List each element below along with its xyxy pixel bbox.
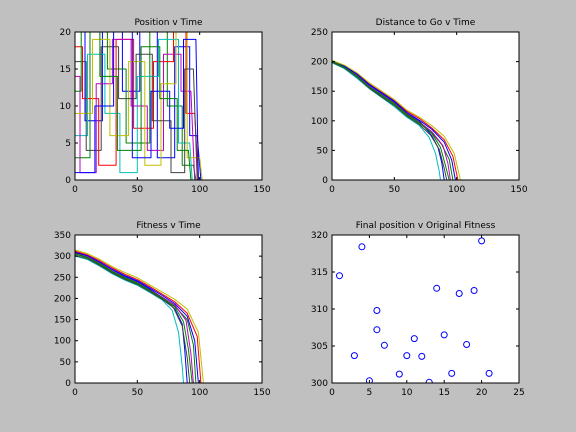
y-tick-label: 200 <box>54 294 71 304</box>
chart-title: Distance to Go v Time <box>376 18 476 28</box>
axes-frame <box>331 31 520 181</box>
data-point-8 <box>395 370 403 378</box>
series-line-8 <box>75 32 199 180</box>
y-tick-label: 300 <box>54 252 71 262</box>
y-tick-label: 100 <box>54 337 71 347</box>
series-line-4 <box>332 62 441 180</box>
series-line-3 <box>75 32 199 180</box>
plot-area <box>332 235 519 383</box>
y-tick-label: 320 <box>311 231 328 241</box>
data-point-4 <box>365 377 373 383</box>
y-tick-label: 310 <box>311 305 328 315</box>
series-line-6 <box>75 249 204 383</box>
data-point-7 <box>380 341 388 349</box>
subplot-4: 0 5 10 15 20 25 300 305 310 315 320 Final position … <box>311 221 525 398</box>
data-layer <box>332 59 461 180</box>
y-tick-label: 305 <box>311 342 328 352</box>
x-tick-label: 0 <box>72 185 78 195</box>
x-tick-label: 50 <box>132 388 144 398</box>
x-tick-label: 100 <box>448 185 465 195</box>
y-tick-label: 5 <box>65 139 71 149</box>
y-tick-label: 150 <box>54 316 71 326</box>
y-tick-label: 150 <box>311 87 328 97</box>
series-line-9 <box>75 253 193 383</box>
data-point-1 <box>336 272 343 280</box>
y-tick-label: 50 <box>317 146 329 156</box>
data-point-20 <box>485 369 493 377</box>
series-line-2 <box>75 253 197 383</box>
x-tick-label: 5 <box>367 388 373 398</box>
data-point-15 <box>448 369 456 377</box>
series-line-7 <box>332 61 448 180</box>
x-tick-label: 50 <box>132 185 144 195</box>
data-point-6 <box>373 326 381 334</box>
y-tick-label: 15 <box>60 65 71 75</box>
x-tick-label: 50 <box>389 185 401 195</box>
axes-frame <box>74 234 263 384</box>
series-line-2 <box>75 32 197 180</box>
series-line-8 <box>332 61 456 180</box>
data-point-17 <box>463 341 471 348</box>
y-tick-label: 300 <box>311 379 328 389</box>
data-point-2 <box>350 352 358 360</box>
y-tick-label: 20 <box>60 28 72 38</box>
x-tick-label: 0 <box>329 388 335 398</box>
y-tick-label: 250 <box>54 273 71 283</box>
series-line-9 <box>332 60 450 180</box>
x-tick-label: 100 <box>191 185 208 195</box>
chart-title: Position v Time <box>134 18 203 28</box>
y-tick-label: 100 <box>311 117 328 127</box>
x-tick-label: 150 <box>253 388 270 398</box>
subplot-2: 0 50 100 150 0 50 100 150 200 250 Distance to Go v… <box>311 18 528 195</box>
series-line-3 <box>75 250 202 383</box>
x-tick-label: 100 <box>191 388 208 398</box>
y-tick-label: 0 <box>65 379 71 389</box>
data-point-11 <box>418 352 426 360</box>
chart-title: Final position v Original Fitness <box>356 221 496 231</box>
y-tick-label: 250 <box>311 28 328 38</box>
plot-area <box>75 235 262 383</box>
chart-title: Fitness v Time <box>136 221 201 231</box>
y-tick-label: 0 <box>322 176 328 186</box>
series-line-7 <box>75 46 198 180</box>
data-point-12 <box>425 378 433 383</box>
series-line-8 <box>75 251 199 383</box>
y-tick-label: 350 <box>54 231 71 241</box>
data-point-5 <box>373 307 381 314</box>
y-tick-label: 200 <box>311 58 328 68</box>
data-point-16 <box>455 290 463 297</box>
x-tick-label: 0 <box>72 388 78 398</box>
data-layer <box>336 237 493 383</box>
data-layer <box>75 32 203 180</box>
data-point-10 <box>410 335 418 343</box>
subplot-3: 0 50 100 150 0 50 100 150 200 250 300 350 Fitness v … <box>54 221 271 398</box>
x-tick-label: 0 <box>329 185 335 195</box>
data-point-3 <box>358 243 366 251</box>
series-line-6 <box>332 59 461 180</box>
series-line-7 <box>75 254 191 383</box>
data-point-9 <box>403 352 411 360</box>
x-tick-label: 10 <box>401 388 413 398</box>
series-line-9 <box>75 32 192 180</box>
x-tick-label: 150 <box>510 185 527 195</box>
data-point-14 <box>440 331 448 339</box>
data-point-18 <box>470 287 478 294</box>
data-point-13 <box>433 284 441 292</box>
series-line-6 <box>75 32 203 180</box>
series-line-4 <box>75 255 184 383</box>
y-tick-label: 50 <box>60 358 72 368</box>
plot-area <box>332 32 519 180</box>
y-tick-label: 10 <box>60 102 72 112</box>
y-tick-label: 315 <box>311 268 328 278</box>
data-layer <box>75 249 204 383</box>
x-tick-label: 25 <box>513 388 524 398</box>
subplot-1: 0 50 100 150 0 5 10 15 20 Position v Time <box>60 18 271 195</box>
y-tick-label: 0 <box>65 176 71 186</box>
x-tick-label: 150 <box>253 185 270 195</box>
series-line-4 <box>75 38 193 180</box>
x-tick-label: 15 <box>438 388 449 398</box>
x-tick-label: 20 <box>476 388 488 398</box>
